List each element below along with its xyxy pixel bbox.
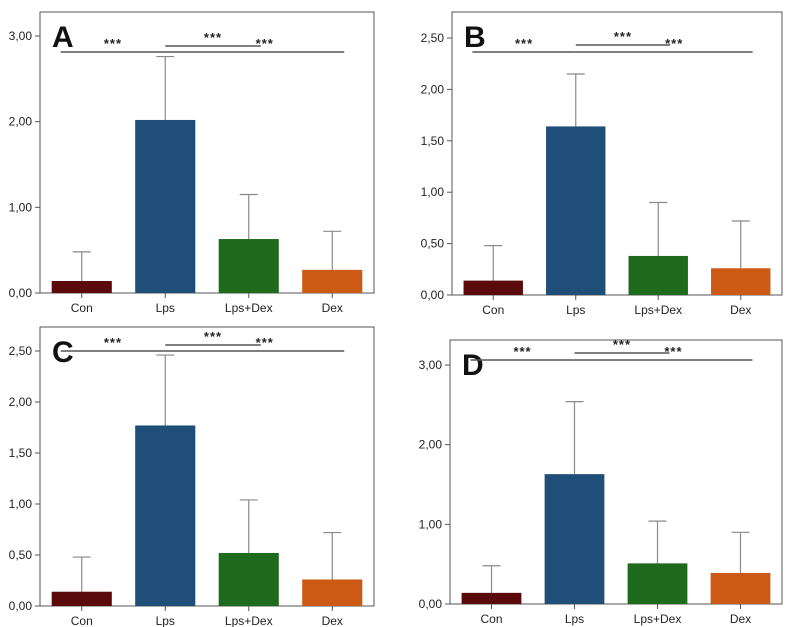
x-category-label: Lps+Dex	[225, 301, 273, 315]
x-category-label: Con	[482, 303, 504, 317]
panel-letter: D	[462, 349, 484, 382]
x-category-label: Dex	[322, 614, 343, 627]
y-tick-label: 2,50	[9, 344, 33, 358]
y-tick-label: 1,00	[9, 497, 33, 511]
bar-lps	[135, 119, 196, 293]
bar-lps-dex	[218, 552, 279, 606]
significance-label: ***	[664, 344, 682, 359]
x-category-label: Lps+Dex	[634, 303, 682, 317]
significance-label: ***	[515, 36, 533, 51]
chart-panel-b: 0,00 0,50 1,00 1,50 2,00 2,50 Con Lps Lps+Dex Dex…	[421, 11, 783, 317]
bar-lps	[544, 474, 605, 604]
y-tick-label: 0,50	[9, 548, 33, 562]
bar-lps-dex	[628, 255, 688, 295]
bar-con	[51, 591, 112, 606]
y-tick-label: 2,00	[421, 82, 445, 96]
bar-lps	[546, 126, 606, 296]
y-tick-label: 1,00	[9, 200, 33, 214]
y-tick-label: 3,00	[9, 29, 33, 43]
x-category-label: Dex	[730, 612, 751, 626]
chart-panel-c: 0,00 0,50 1,00 1,50 2,00 2,50 Con Lps Lps+Dex Dex…	[9, 326, 375, 627]
bar-con	[51, 281, 112, 293]
panel-letter: C	[52, 336, 74, 369]
x-category-label: Lps+Dex	[634, 612, 682, 626]
bar-lps	[135, 425, 196, 606]
y-tick-label: 2,00	[419, 438, 443, 452]
significance-label: ***	[513, 344, 531, 359]
significance-label: ***	[665, 36, 683, 51]
x-category-label: Lps	[156, 614, 175, 627]
x-category-label: Con	[71, 614, 93, 627]
y-tick-label: 0,50	[421, 237, 445, 251]
x-category-label: Con	[480, 612, 502, 626]
significance-label: ***	[104, 335, 122, 350]
x-category-label: Lps+Dex	[225, 614, 273, 627]
bar-dex	[711, 268, 771, 295]
y-tick-label: 3,00	[419, 358, 443, 372]
significance-label: ***	[204, 30, 222, 45]
chart-panel-a: 0,00 1,00 2,00 3,00 Con Lps Lps+Dex Dex A *** *** *…	[9, 11, 375, 315]
x-category-label: Dex	[322, 301, 343, 315]
plot-frame	[449, 339, 783, 605]
bar-con	[461, 592, 522, 604]
y-tick-label: 2,50	[421, 31, 445, 45]
panel-letter: B	[464, 21, 486, 54]
y-tick-label: 0,00	[9, 599, 33, 613]
x-category-label: Lps	[566, 303, 585, 317]
y-tick-label: 1,50	[9, 446, 33, 460]
y-tick-label: 0,00	[419, 597, 443, 611]
significance-label: ***	[256, 36, 274, 51]
bar-con	[463, 280, 523, 295]
chart-panel-d: 0,00 1,00 2,00 3,00 Con Lps Lps+Dex Dex D *** *** *…	[419, 337, 783, 626]
y-tick-label: 2,00	[9, 395, 33, 409]
y-tick-label: 1,00	[421, 185, 445, 199]
bar-lps-dex	[627, 563, 688, 604]
bar-dex	[302, 269, 363, 293]
significance-label: ***	[204, 329, 222, 344]
panel-letter: A	[52, 21, 74, 54]
plot-frame	[451, 11, 783, 296]
x-category-label: Lps	[565, 612, 584, 626]
plot-frame	[39, 326, 375, 607]
significance-label: ***	[104, 36, 122, 51]
y-tick-label: 0,00	[421, 288, 445, 302]
bar-lps-dex	[218, 239, 279, 293]
significance-label: ***	[613, 337, 631, 352]
x-category-label: Con	[71, 301, 93, 315]
x-category-label: Dex	[730, 303, 751, 317]
y-tick-label: 1,00	[419, 517, 443, 531]
x-category-label: Lps	[156, 301, 175, 315]
bar-dex	[302, 579, 363, 606]
y-tick-label: 1,50	[421, 134, 445, 148]
bar-dex	[710, 572, 771, 604]
significance-label: ***	[614, 29, 632, 44]
y-tick-label: 0,00	[9, 286, 33, 300]
plot-frame	[39, 11, 375, 294]
y-tick-label: 2,00	[9, 115, 33, 129]
significance-label: ***	[256, 335, 274, 350]
